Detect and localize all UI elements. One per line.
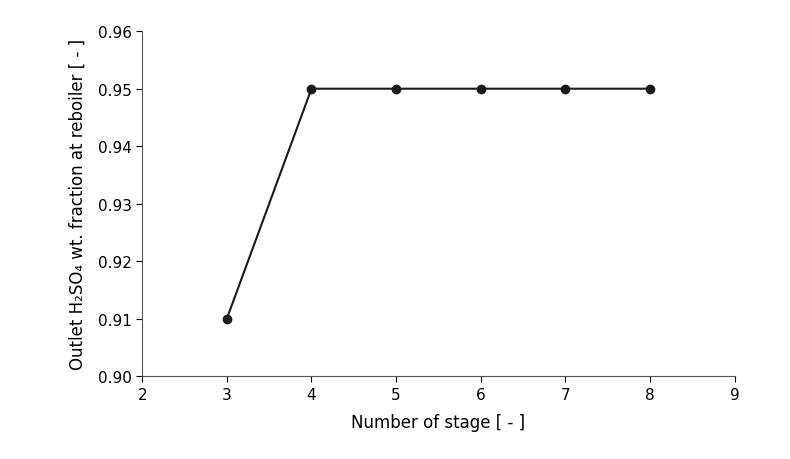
X-axis label: Number of stage [ - ]: Number of stage [ - ]	[352, 413, 525, 431]
Y-axis label: Outlet H₂SO₄ wt. fraction at reboiler [ - ]: Outlet H₂SO₄ wt. fraction at reboiler [ …	[69, 39, 87, 369]
